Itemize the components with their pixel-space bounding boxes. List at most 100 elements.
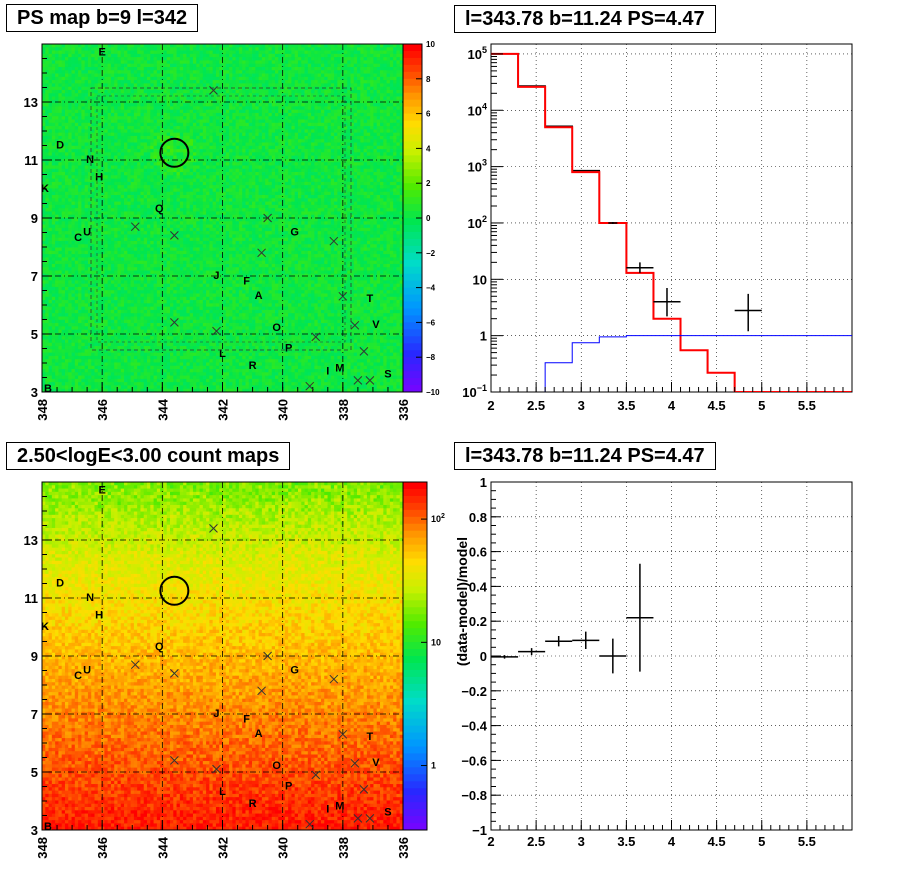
heatmap-cell [176, 152, 181, 157]
heatmap-cell [199, 155, 204, 160]
heatmap-cell [42, 152, 46, 157]
heatmap-cell [124, 132, 128, 137]
heatmap-cell [330, 185, 335, 189]
heatmap-cell [225, 116, 230, 120]
heatmap-cell [64, 119, 69, 124]
heatmap-cell [91, 93, 95, 97]
heatmap-cell [288, 168, 292, 173]
heatmap-cell [294, 93, 299, 97]
heatmap-cell [380, 103, 384, 107]
heatmap-cell [343, 47, 348, 51]
heatmap-cell [340, 53, 345, 58]
heatmap-cell [130, 83, 135, 88]
heatmap-cell [209, 57, 214, 61]
heatmap-cell [156, 135, 161, 140]
heatmap-cell [281, 165, 286, 170]
heatmap-cell [130, 139, 135, 143]
heatmap-cell [307, 119, 312, 124]
heatmap-cell [360, 66, 365, 71]
heatmap-cell [278, 139, 282, 143]
heatmap-cell [284, 158, 289, 163]
heatmap-cell [389, 47, 394, 51]
heatmap-cell [55, 145, 59, 150]
heatmap-cell [189, 57, 194, 61]
heatmap-cell [314, 47, 319, 51]
heatmap-cell [222, 89, 227, 94]
heatmap-cell [271, 129, 276, 134]
heatmap-cell [288, 142, 292, 147]
heatmap-cell [360, 158, 365, 163]
heatmap-cell [104, 96, 109, 101]
heatmap-cell [133, 109, 138, 114]
heatmap-cell [340, 66, 345, 71]
heatmap-cell [137, 76, 141, 81]
heatmap-cell [71, 66, 76, 71]
heatmap-cell [242, 80, 246, 84]
heatmap-cell [202, 158, 207, 163]
heatmap-cell [206, 145, 210, 150]
heatmap-cell [281, 129, 286, 134]
heatmap-cell [229, 112, 233, 117]
heatmap-cell [189, 149, 194, 153]
heatmap-cell [156, 158, 161, 163]
heatmap-cell [268, 44, 273, 48]
heatmap-cell [340, 132, 345, 137]
heatmap-cell [380, 83, 384, 88]
heatmap-cell [373, 73, 378, 78]
heatmap-cell [261, 149, 266, 153]
heatmap-cell [324, 73, 328, 78]
heatmap-cell [81, 96, 86, 101]
heatmap-cell [124, 162, 128, 166]
heatmap-cell [337, 168, 342, 173]
heatmap-cell [212, 181, 217, 186]
heatmap-cell [74, 158, 79, 163]
heatmap-cell [61, 122, 66, 127]
heatmap-cell [386, 93, 391, 97]
heatmap-cell [179, 172, 184, 176]
heatmap-cell [183, 99, 187, 104]
heatmap-cell [173, 76, 177, 81]
heatmap-cell [64, 142, 69, 147]
heatmap-cell [114, 106, 118, 111]
heatmap-cell [219, 155, 223, 160]
heatmap-cell [353, 70, 358, 74]
heatmap-cell [258, 47, 263, 51]
heatmap-cell [176, 145, 181, 150]
heatmap-cell [389, 89, 394, 94]
heatmap-cell [166, 122, 171, 127]
heatmap-cell [330, 122, 335, 127]
heatmap-cell [258, 83, 263, 88]
heatmap-cell [393, 89, 397, 94]
heatmap-cell [284, 168, 289, 173]
heatmap-cell [301, 60, 305, 65]
heatmap-cell [45, 103, 49, 107]
heatmap-cell [199, 73, 204, 78]
heatmap-cell [133, 50, 138, 55]
heatmap-cell [64, 181, 69, 186]
heatmap-cell [301, 53, 305, 58]
heatmap-cell [261, 73, 266, 78]
heatmap-cell [64, 145, 69, 150]
heatmap-cell [137, 86, 141, 91]
heatmap-cell [114, 126, 118, 130]
heatmap-cell [242, 175, 246, 179]
heatmap-cell [245, 149, 250, 153]
heatmap-cell [48, 119, 53, 124]
heatmap-cell [219, 83, 223, 88]
heatmap-cell [206, 132, 210, 137]
heatmap-cell [94, 63, 99, 68]
heatmap-cell [58, 57, 63, 61]
heatmap-cell [265, 181, 269, 186]
heatmap-cell [235, 172, 240, 176]
heatmap-cell [284, 119, 289, 124]
heatmap-cell [114, 119, 118, 124]
heatmap-cell [169, 53, 174, 58]
heatmap-cell [255, 152, 259, 157]
heatmap-cell [107, 103, 112, 107]
heatmap-cell [114, 73, 118, 78]
heatmap-cell [133, 172, 138, 176]
heatmap-cell [55, 152, 59, 157]
heatmap-cell [396, 109, 401, 114]
heatmap-cell [301, 57, 305, 61]
heatmap-cell [386, 162, 391, 166]
